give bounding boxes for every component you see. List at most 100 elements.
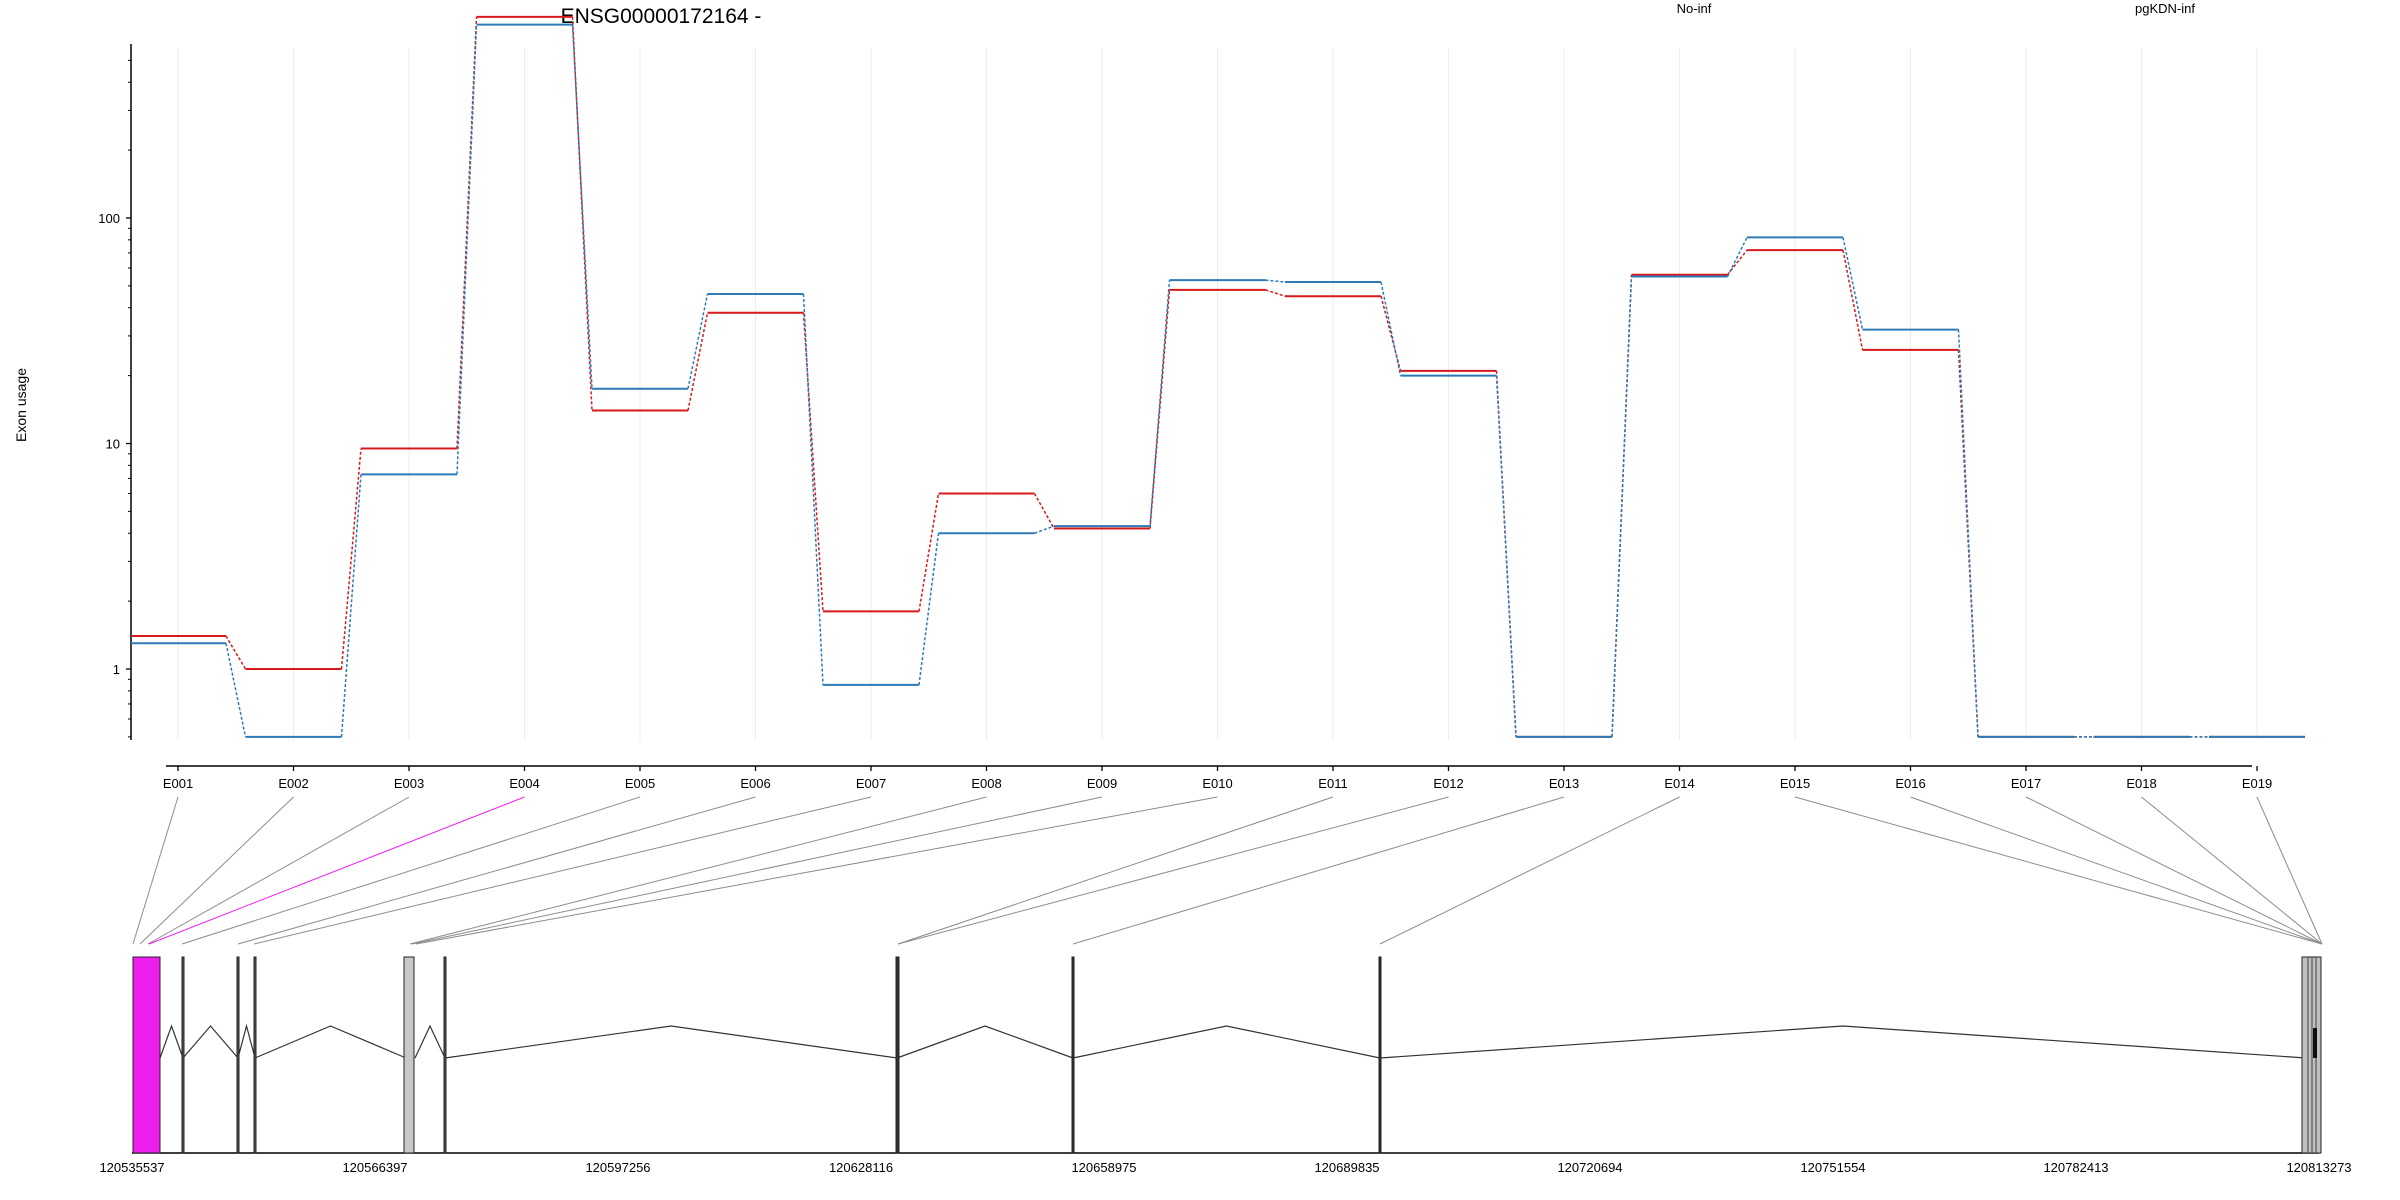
series-connector	[1149, 280, 1171, 527]
series-connector	[1265, 289, 1286, 297]
series-pgkdn-inf	[131, 23, 2305, 738]
intron-line	[1379, 1025, 2307, 1059]
exon-connector-line	[1910, 796, 2323, 945]
x-tick-label: E001	[163, 776, 193, 791]
exon-connector-line	[415, 796, 1218, 945]
genomic-tick-label: 120689835	[1314, 1160, 1379, 1175]
exon-box	[1071, 956, 1075, 1154]
genomic-tick-label: 120658975	[1071, 1160, 1136, 1175]
exon-connector-line	[897, 796, 1334, 945]
intron-line	[237, 1023, 256, 1059]
x-tick-label: E012	[1433, 776, 1463, 791]
genomic-tick-label: 120720694	[1557, 1160, 1622, 1175]
exon-connector-line	[1794, 796, 2323, 945]
exon-connector-line	[1379, 796, 1680, 945]
exon-connector-line	[148, 796, 525, 945]
exon-connector-line	[409, 796, 987, 945]
exon-connector-line	[897, 796, 1449, 945]
exon-connector-line	[181, 796, 641, 945]
intron-line	[159, 1024, 184, 1059]
x-tick-label: E016	[1895, 776, 1925, 791]
exon-box	[253, 956, 257, 1154]
intron-line	[1072, 1025, 1381, 1059]
exon-box	[2313, 1028, 2317, 1058]
genomic-tick-label: 120628116	[829, 1160, 893, 1175]
series-connector	[1265, 279, 1286, 283]
series-connector	[687, 312, 709, 411]
exon-box	[443, 956, 447, 1154]
series-connector	[1495, 375, 1517, 737]
exon-box	[181, 956, 185, 1154]
intron-line	[444, 1025, 898, 1059]
intron-line	[254, 1025, 407, 1059]
y-tick-label: 10	[106, 437, 120, 452]
series-connector	[1957, 349, 1979, 737]
series-connector	[456, 24, 478, 475]
x-tick-label: E004	[509, 776, 539, 791]
x-tick-label: E008	[971, 776, 1001, 791]
series-connector	[1611, 276, 1633, 737]
y-tick-label: 1	[113, 662, 120, 677]
exon-box	[895, 956, 900, 1154]
exon-box	[132, 956, 161, 1154]
series-connector	[1380, 296, 1402, 372]
x-tick-label: E006	[740, 776, 770, 791]
legend-no-inf: No-inf	[1677, 1, 1712, 16]
x-tick-label: E015	[1780, 776, 1810, 791]
x-tick-label: E003	[394, 776, 424, 791]
x-tick-label: E014	[1664, 776, 1694, 791]
series-lines	[131, 15, 2305, 738]
series-connector	[340, 448, 362, 670]
grid-lines	[177, 48, 2258, 740]
x-tick-label: E005	[625, 776, 655, 791]
gene-model: 120535537 120566397 120597256 120628116 1206…	[99, 956, 2352, 1175]
series-connector	[571, 24, 593, 389]
series-connector	[340, 474, 362, 737]
exon-connector-line	[253, 796, 872, 945]
intron-line	[414, 1024, 446, 1059]
exon-connector-line	[132, 796, 179, 945]
exon-connector-line	[147, 796, 410, 945]
y-axis-label: Exon usage	[13, 368, 29, 442]
series-connector	[1033, 493, 1055, 529]
x-tick-label: E010	[1202, 776, 1232, 791]
series-connector	[225, 643, 247, 738]
x-tick-label: E002	[278, 776, 308, 791]
legend-pgkdn-inf: pgKDN-inf	[2135, 1, 2195, 16]
exon-connector-line	[139, 796, 294, 945]
exon-box	[403, 956, 415, 1154]
genomic-tick-label: 120751554	[1800, 1160, 1865, 1175]
axes: 1 10 100 E001 E002 E003 E004 E005 E006 E007 E008 E0…	[98, 44, 2272, 791]
series-connector	[1842, 250, 1864, 351]
exon-connector-line	[2256, 796, 2323, 945]
series-connector	[1842, 237, 1864, 330]
chart-title: ENSG00000172164 -	[561, 5, 762, 28]
series-connector	[1380, 281, 1402, 376]
x-tick-label: E019	[2242, 776, 2272, 791]
exon-box	[236, 956, 240, 1154]
series-connector	[918, 493, 940, 612]
x-tick-label: E017	[2011, 776, 2041, 791]
series-connector	[802, 312, 824, 612]
genomic-tick-label: 120782413	[2043, 1160, 2108, 1175]
x-tick-label: E009	[1087, 776, 1117, 791]
series-connector	[918, 533, 940, 686]
exon-box	[1378, 956, 1382, 1154]
exon-connector-line	[2141, 796, 2323, 945]
intron-line	[182, 1025, 239, 1059]
genomic-tick-label: 120813273	[2286, 1160, 2351, 1175]
series-connector	[1726, 237, 1748, 277]
x-tick-label: E007	[856, 776, 886, 791]
x-tick-label: E013	[1549, 776, 1579, 791]
intron-line	[896, 1025, 1074, 1059]
series-connector	[1034, 525, 1055, 534]
y-tick-label: 100	[98, 211, 120, 226]
genomic-tick-label: 120597256	[585, 1160, 650, 1175]
genomic-tick-label: 120535537	[99, 1160, 164, 1175]
exon-connectors	[132, 796, 2323, 945]
exon-connector-line	[237, 796, 756, 945]
genomic-tick-label: 120566397	[342, 1160, 407, 1175]
exon-connector-line	[1072, 796, 1565, 945]
exon-connector-line	[411, 796, 1103, 945]
